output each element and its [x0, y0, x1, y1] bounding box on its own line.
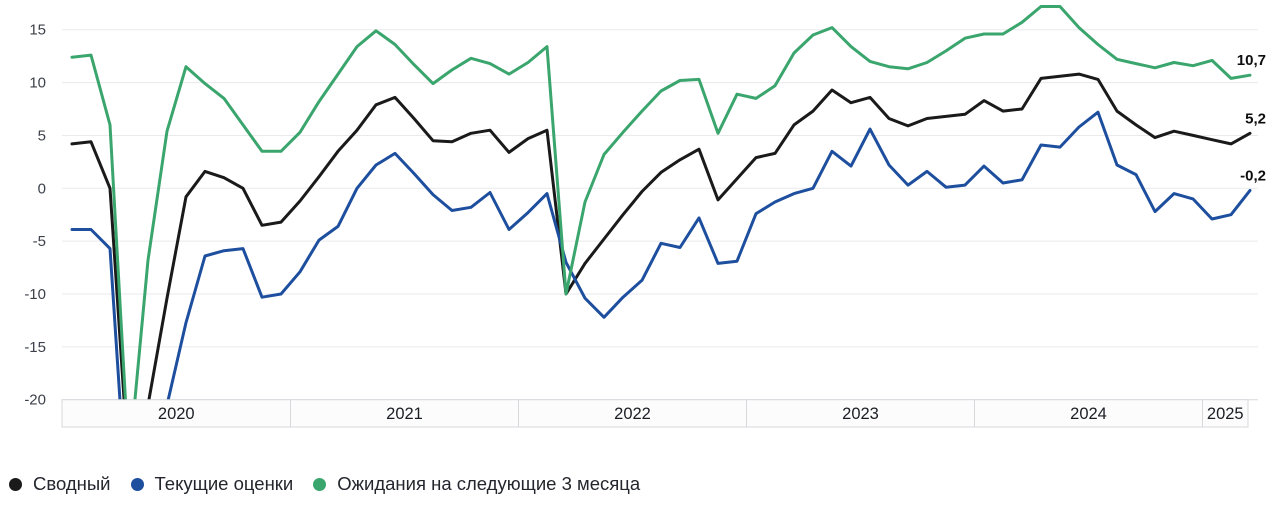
year-label-2023: 2023 — [842, 405, 879, 423]
end-label-current: -0,2 — [1240, 167, 1266, 184]
y-axis-label: -5 — [33, 233, 46, 250]
series-line-current — [70, 110, 1252, 400]
chart-legend: Сводный Текущие оценки Ожидания на следующ… — [9, 470, 640, 498]
y-axis-label: 0 — [38, 180, 46, 197]
series-line-expectations — [70, 5, 1252, 400]
legend-item-composite[interactable]: Сводный — [9, 470, 111, 498]
end-label-expectations: 10,7 — [1237, 52, 1266, 69]
legend-dot-expectations — [313, 477, 327, 491]
y-axis-label: 15 — [29, 22, 46, 39]
year-label-2021: 2021 — [386, 405, 423, 423]
legend-label-expectations: Ожидания на следующие 3 месяца — [337, 473, 641, 494]
legend-label-composite: Сводный — [33, 473, 111, 494]
legend-dot-current — [130, 477, 144, 491]
year-label-2022: 2022 — [614, 405, 651, 423]
x-axis-band — [61, 399, 1249, 428]
y-axis-label: -20 — [24, 392, 46, 409]
y-axis-label: 10 — [29, 75, 46, 92]
business-climate-chart: 15 10 5 0 -5 -10 -15 -20 2020 2021 2022 2023 2024 202… — [24, 5, 1266, 428]
legend-item-current[interactable]: Текущие оценки — [130, 470, 294, 498]
series-line-composite — [70, 72, 1252, 400]
legend-label-current: Текущие оценки — [154, 473, 294, 494]
y-axis-label: 5 — [38, 127, 46, 144]
y-axis-label: -15 — [24, 339, 46, 356]
year-label-2025: 2025 — [1207, 405, 1244, 423]
year-label-2024: 2024 — [1070, 405, 1107, 423]
end-label-composite: 5,2 — [1245, 110, 1266, 127]
legend-dot-composite — [9, 477, 22, 491]
year-label-2020: 2020 — [158, 405, 195, 423]
legend-item-expectations[interactable]: Ожидания на следующие 3 месяца — [313, 470, 640, 498]
y-axis-label: -10 — [24, 286, 46, 303]
